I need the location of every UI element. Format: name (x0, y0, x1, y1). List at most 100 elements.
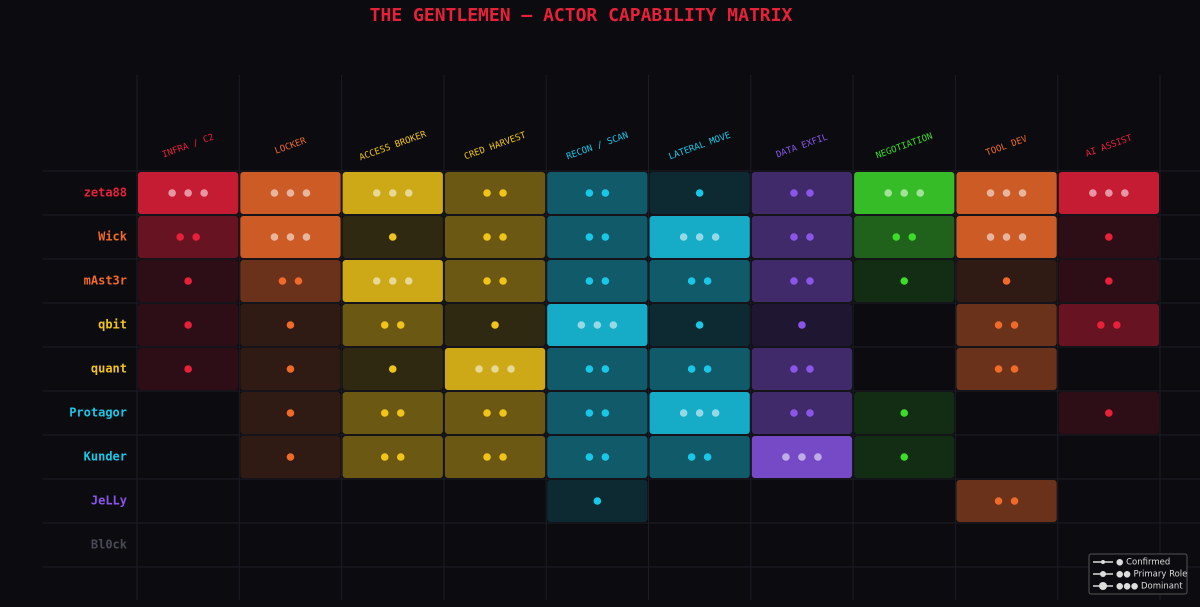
level-dot (388, 189, 397, 197)
legend-icon-dot (1099, 582, 1107, 590)
level-dot (286, 409, 295, 417)
cell (445, 480, 545, 522)
level-dot (483, 277, 491, 285)
level-dot (491, 365, 499, 373)
level-dot (601, 277, 610, 285)
level-dot (806, 409, 814, 417)
level-dot (1113, 321, 1121, 329)
cell (854, 304, 954, 346)
cell (547, 260, 648, 302)
level-dot (388, 365, 397, 373)
cell (956, 480, 1057, 522)
level-dot (1002, 189, 1011, 197)
level-dot (790, 409, 798, 417)
level-dot (806, 277, 814, 285)
level-dot (302, 233, 311, 241)
cell (751, 172, 853, 214)
level-dot (900, 453, 909, 461)
level-dot (475, 365, 483, 373)
level-dot (380, 453, 389, 461)
level-dot (782, 453, 790, 461)
level-dot (892, 233, 901, 241)
level-dot (184, 189, 192, 197)
cell (956, 348, 1057, 390)
row-label: JeLLy (91, 494, 127, 508)
level-dot (679, 409, 688, 417)
level-dot (380, 409, 389, 417)
level-dot (1002, 277, 1011, 285)
level-dot (388, 233, 397, 241)
level-dot (1018, 233, 1027, 241)
level-dot (1010, 365, 1019, 373)
row-label: qbit (98, 318, 127, 332)
legend-label: ● Confirmed (1116, 558, 1170, 568)
level-dot (499, 189, 507, 197)
cell (650, 524, 750, 566)
cell (240, 480, 340, 522)
cell (444, 436, 546, 478)
cell (1059, 480, 1159, 522)
row-label: mAst3r (84, 274, 127, 288)
level-dot (294, 277, 303, 285)
level-dot (585, 233, 594, 241)
cell (444, 392, 546, 434)
cell (751, 216, 853, 258)
row-label: Protagor (69, 406, 127, 420)
level-dot (814, 453, 822, 461)
level-dot (695, 189, 704, 197)
level-dot (302, 189, 311, 197)
level-dot (703, 277, 712, 285)
legend-label: ●● Primary Role (1116, 570, 1187, 580)
level-dot (601, 233, 610, 241)
level-dot (703, 453, 712, 461)
level-dot (994, 365, 1003, 373)
level-dot (687, 453, 696, 461)
level-dot (601, 365, 610, 373)
level-dot (483, 189, 491, 197)
level-dot (994, 497, 1003, 505)
cell (1058, 304, 1159, 346)
level-dot (790, 233, 798, 241)
cell (547, 348, 648, 390)
level-dot (396, 453, 405, 461)
cell (956, 304, 1057, 346)
level-dot (200, 189, 208, 197)
level-dot (577, 321, 586, 329)
level-dot (499, 233, 507, 241)
level-dot (585, 409, 594, 417)
level-dot (184, 365, 192, 373)
cell (343, 480, 443, 522)
level-dot (711, 233, 720, 241)
level-dot (900, 277, 909, 285)
cell (240, 260, 341, 302)
chart-title: THE GENTLEMEN — ACTOR CAPABILITY MATRIX (370, 5, 793, 26)
level-dot (483, 453, 491, 461)
level-dot (916, 189, 925, 197)
level-dot (986, 189, 995, 197)
cell (751, 348, 853, 390)
level-dot (585, 453, 594, 461)
level-dot (806, 365, 814, 373)
level-dot (176, 233, 184, 241)
level-dot (695, 233, 704, 241)
cell (956, 436, 1056, 478)
cell (854, 480, 954, 522)
cell (854, 348, 954, 390)
level-dot (372, 189, 381, 197)
row-label: Bl0ck (91, 538, 128, 552)
level-dot (286, 365, 295, 373)
level-dot (286, 189, 295, 197)
level-dot (1121, 189, 1129, 197)
level-dot (270, 233, 279, 241)
level-dot (396, 321, 405, 329)
level-dot (168, 189, 176, 197)
level-dot (184, 277, 192, 285)
level-dot (798, 453, 806, 461)
level-dot (184, 321, 192, 329)
level-dot (483, 233, 491, 241)
level-dot (483, 409, 491, 417)
level-dot (687, 365, 696, 373)
row-label: Wick (98, 230, 128, 244)
level-dot (1105, 409, 1113, 417)
